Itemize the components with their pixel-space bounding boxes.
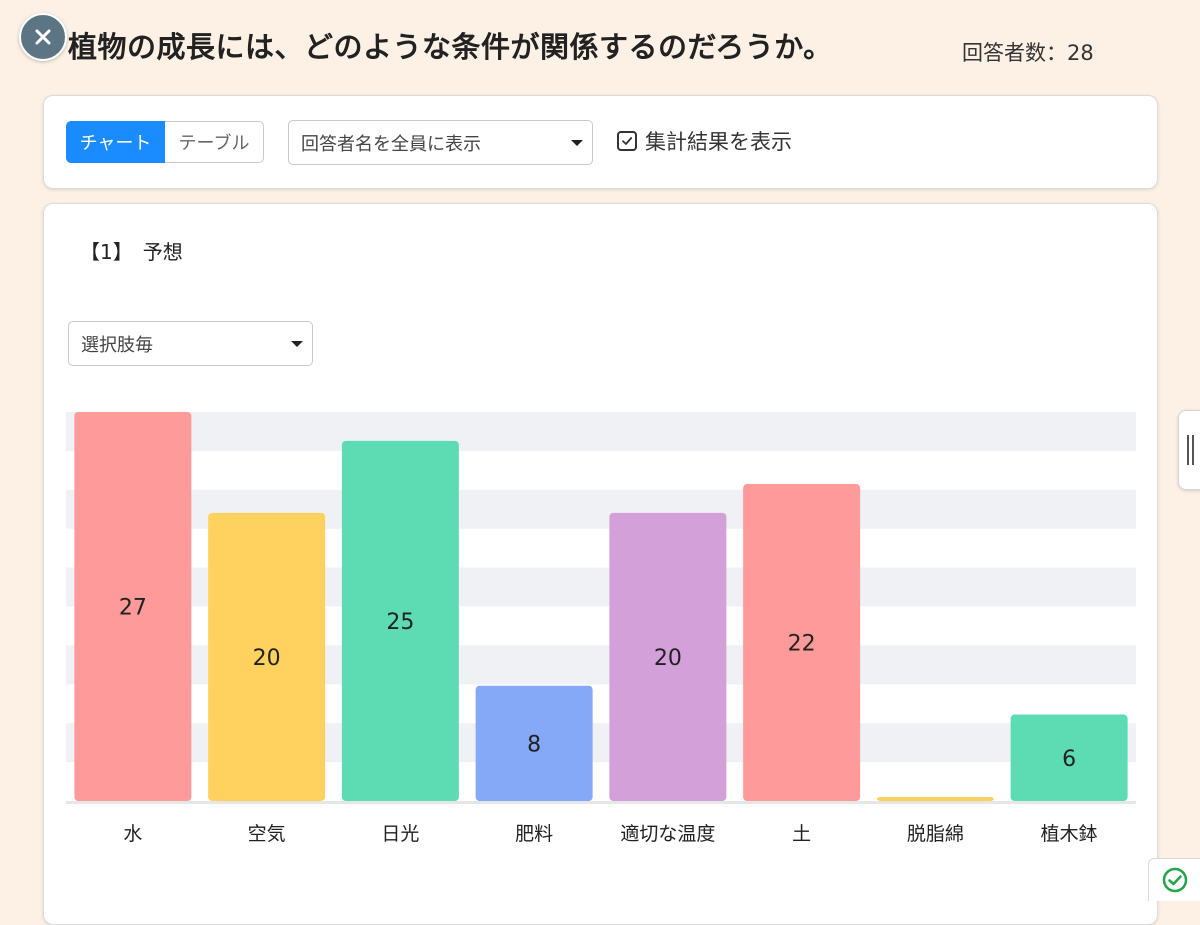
chevron-down-icon — [571, 139, 583, 146]
close-button[interactable] — [19, 13, 67, 61]
bar-value-label: 25 — [386, 610, 414, 635]
respondent-names-select-value: 回答者名を全員に表示 — [301, 133, 481, 155]
x-tick-label: 空気 — [248, 823, 286, 845]
chart-mode-select[interactable]: 選択肢毎 — [68, 321, 313, 366]
tab-chart[interactable]: チャート — [66, 121, 165, 163]
show-summary-toggle[interactable]: 集計結果を表示 — [617, 126, 792, 156]
toolbar-card: チャート テーブル 回答者名を全員に表示 集計結果を表示 — [43, 95, 1158, 189]
side-panel-handle[interactable] — [1178, 410, 1200, 490]
x-tick-label: 水 — [123, 823, 142, 845]
bar-chart: 27 水 20 空気 25 日光 8 肥料 20 適切な温度 22 土 脱脂綿 6 植木鉢 — [66, 412, 1136, 845]
page-title: 植物の成長には、どのような条件が関係するのだろうか。 — [68, 30, 833, 64]
bar-1 — [208, 512, 326, 801]
bar-0 — [74, 412, 192, 801]
respondent-count: 回答者数：28 — [962, 41, 1094, 65]
show-summary-checkbox[interactable] — [617, 131, 637, 151]
bar-value-label: 27 — [119, 596, 147, 621]
x-tick-label: 適切な温度 — [620, 823, 715, 845]
x-tick-label: 日光 — [381, 823, 419, 845]
x-tick-label: 植木鉢 — [1041, 823, 1098, 845]
drag-handle-icon — [1192, 435, 1194, 465]
chart-mode-select-value: 選択肢毎 — [81, 334, 153, 356]
bar-5 — [743, 484, 861, 801]
check-circle-icon — [1162, 867, 1188, 893]
bar-value-label: 20 — [253, 646, 281, 671]
close-icon — [35, 29, 51, 45]
question-heading: 【1】 予想 — [80, 240, 183, 264]
bar-2 — [341, 440, 459, 801]
tab-table[interactable]: テーブル — [165, 121, 264, 163]
bar-4 — [609, 512, 727, 801]
bar-value-label: 22 — [788, 632, 816, 657]
grid-band — [66, 412, 1136, 451]
view-toggle: チャート テーブル — [66, 121, 264, 163]
bar-value-label: 20 — [654, 646, 682, 671]
bar-7 — [1010, 714, 1128, 801]
x-tick-label: 肥料 — [515, 823, 553, 845]
x-tick-label: 土 — [792, 823, 811, 845]
bar-value-label: 8 — [527, 732, 541, 757]
bar-3 — [475, 685, 593, 801]
respondent-names-select[interactable]: 回答者名を全員に表示 — [288, 120, 593, 165]
bar-value-label: 6 — [1062, 747, 1076, 772]
check-icon — [622, 137, 633, 145]
status-badge — [1148, 858, 1200, 901]
x-tick-label: 脱脂綿 — [907, 823, 964, 845]
bar-6 — [876, 797, 994, 801]
drag-handle-icon — [1187, 435, 1189, 465]
show-summary-label: 集計結果を表示 — [645, 130, 792, 154]
question-card: 【1】 予想 選択肢毎 27 水 20 空気 25 日光 8 肥料 20 適切な温度 22 土 脱脂綿 6… — [43, 203, 1158, 925]
chevron-down-icon — [291, 340, 303, 347]
